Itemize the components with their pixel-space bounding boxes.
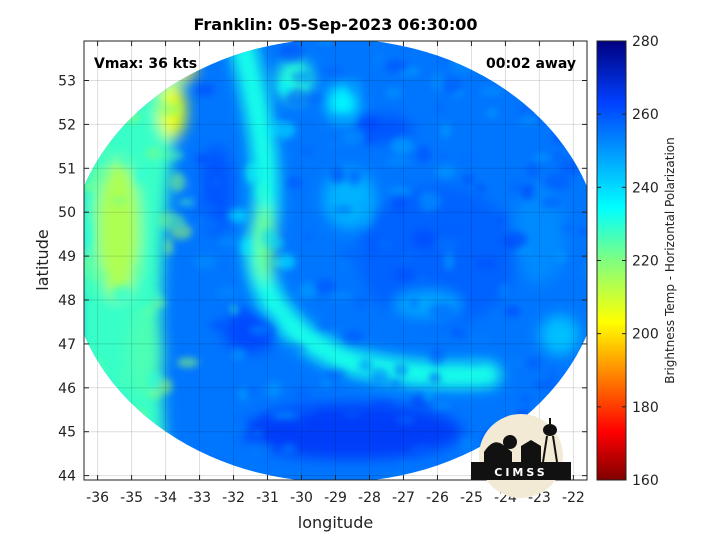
colorbar-ticks: 160 180 200 220 240 260 280: [597, 34, 659, 489]
swath-disc: [84, 41, 587, 480]
y-tick-label: 46: [58, 381, 76, 397]
logo-text: CIMSS: [494, 466, 547, 479]
chart-title: Franklin: 05-Sep-2023 06:30:00: [193, 15, 477, 34]
colorbar-tick-label: 280: [632, 34, 659, 50]
y-tick-label: 50: [58, 205, 76, 221]
colorbar: 160 180 200 220 240 260 280 Brightness Temp - …: [596, 34, 677, 489]
y-tick-label: 44: [58, 469, 76, 485]
x-axis-label: longitude: [298, 513, 373, 532]
y-tick-label: 51: [58, 161, 76, 177]
colorbar-tick-label: 260: [632, 107, 659, 123]
colorbar-gradient: [596, 40, 627, 481]
colorbar-tick-label: 180: [632, 400, 659, 416]
colorbar-tick-label: 240: [632, 180, 659, 196]
colorbar-tick-label: 220: [632, 254, 659, 270]
colorbar-tick-label: 160: [632, 473, 659, 489]
y-tick-label: 45: [58, 425, 76, 441]
x-tick-label: -26: [426, 490, 449, 506]
x-tick-label: -34: [154, 490, 177, 506]
x-tick-label: -27: [392, 490, 415, 506]
x-tick-label: -28: [358, 490, 381, 506]
x-tick-label: -32: [222, 490, 245, 506]
y-axis-label: latitude: [33, 229, 52, 290]
colorbar-label: Brightness Temp - Horizontal Polarizatio…: [663, 137, 677, 384]
y-tick-label: 49: [58, 249, 76, 265]
y-tick-label: 52: [58, 117, 76, 133]
x-tick-label: -29: [324, 490, 347, 506]
y-axis-ticks: 44 45 46 47 48 49 50 51 52 53: [58, 74, 587, 485]
colorbar-tick-label: 200: [632, 327, 659, 343]
x-tick-label: -36: [86, 490, 109, 506]
x-tick-label: -22: [562, 490, 585, 506]
brightness-temperature-field: [84, 41, 587, 480]
x-tick-label: -31: [256, 490, 279, 506]
vmax-annotation: Vmax: 36 kts: [94, 56, 197, 72]
cimss-logo: CIMSS: [471, 414, 571, 498]
y-tick-label: 48: [58, 293, 76, 309]
y-tick-label: 53: [58, 74, 76, 90]
x-tick-label: -25: [460, 490, 483, 506]
x-tick-label: -30: [290, 490, 313, 506]
x-tick-label: -33: [188, 490, 211, 506]
x-axis-ticks: -36 -35 -34 -33 -32 -31 -30 -29 -28 -27 -26 -25 -24-…: [86, 41, 585, 506]
x-tick-label: -35: [120, 490, 143, 506]
y-tick-label: 47: [58, 337, 76, 353]
time-away-annotation: 00:02 away: [486, 56, 576, 72]
